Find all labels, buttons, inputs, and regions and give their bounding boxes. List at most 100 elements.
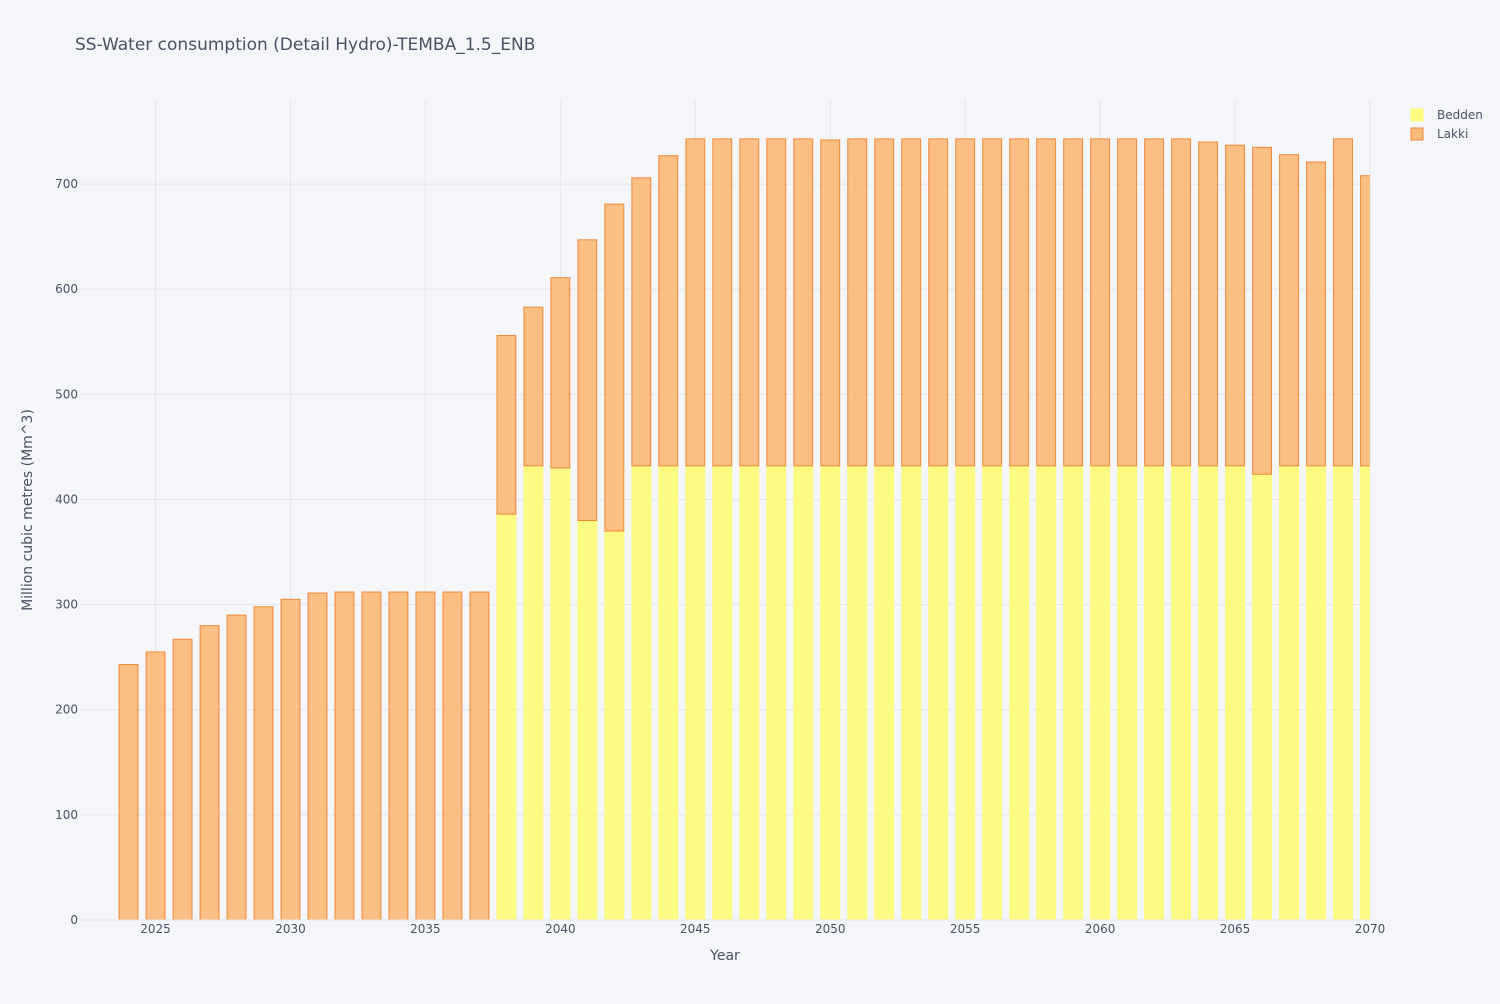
axis-layer: 2025 2030 2035 2040 2045 2050 2055 2060 2065 2070… (55, 177, 1385, 936)
y-tick-label: 500 (55, 387, 78, 401)
bar-lakki-2069 (1333, 138, 1353, 467)
bar-bedden-2069 (1333, 465, 1353, 920)
x-tick-label: 2055 (950, 922, 981, 936)
bar-lakki-2052 (874, 138, 895, 467)
y-tick-label: 100 (55, 808, 78, 822)
legend-label-lakki: Lakki (1437, 127, 1468, 141)
bar-bedden-2059 (1063, 465, 1084, 920)
bar-lakki-2031 (307, 592, 328, 920)
bar-lakki-2061 (1117, 138, 1138, 467)
bar-bedden-2055 (955, 465, 976, 920)
bar-lakki-2065 (1225, 144, 1246, 467)
x-tick-label: 2065 (1220, 922, 1251, 936)
x-tick-label: 2035 (410, 922, 441, 936)
bar-lakki-2026 (172, 638, 193, 920)
bar-lakki-2046 (712, 138, 733, 467)
bar-bedden-2064 (1198, 465, 1219, 920)
y-tick-label: 0 (70, 913, 78, 927)
bar-bedden-2050 (820, 465, 841, 920)
bar-bedden-2053 (901, 465, 922, 920)
bar-lakki-2027 (199, 625, 220, 920)
bar-bedden-2043 (631, 465, 652, 920)
bar-lakki-2033 (361, 591, 382, 920)
bar-bedden-2040 (550, 467, 571, 920)
bar-lakki-2035 (415, 591, 436, 920)
legend-swatch-lakki (1410, 127, 1424, 141)
bar-bedden-2056 (982, 465, 1003, 920)
bar-lakki-2058 (1036, 138, 1057, 467)
bar-lakki-2036 (442, 591, 463, 920)
y-tick-label: 700 (55, 177, 78, 191)
bar-bedden-2067 (1279, 465, 1299, 920)
bar-lakki-2050 (820, 139, 841, 467)
bar-lakki-2044 (658, 155, 679, 467)
bar-bedden-2066 (1252, 473, 1272, 920)
bar-lakki-2059 (1063, 138, 1084, 467)
bar-bedden-2063 (1171, 465, 1192, 920)
bar-lakki-2040 (550, 277, 571, 469)
bar-lakki-2039 (523, 306, 544, 467)
bar-bedden-2060 (1090, 465, 1111, 920)
bar-lakki-2060 (1090, 138, 1111, 467)
x-tick-label: 2025 (140, 922, 171, 936)
bar-lakki-2054 (928, 138, 949, 467)
x-tick-label: 2045 (680, 922, 711, 936)
bars-layer (118, 138, 1370, 920)
bar-lakki-2028 (226, 614, 247, 920)
bar-lakki-2048 (766, 138, 787, 467)
legend-swatch-bedden (1410, 108, 1424, 122)
bar-lakki-2070 (1360, 175, 1370, 467)
bar-bedden-2046 (712, 465, 733, 920)
bar-bedden-2051 (847, 465, 868, 920)
x-tick-label: 2040 (545, 922, 576, 936)
bar-bedden-2058 (1036, 465, 1057, 920)
x-axis-title: Year (709, 948, 740, 964)
bar-lakki-2067 (1279, 154, 1299, 467)
bar-lakki-2049 (793, 138, 814, 467)
bar-lakki-2056 (982, 138, 1003, 467)
bar-bedden-2070 (1360, 465, 1370, 920)
x-tick-label: 2030 (275, 922, 306, 936)
bar-bedden-2045 (685, 465, 706, 920)
bar-lakki-2024 (118, 664, 139, 920)
y-tick-label: 300 (55, 598, 78, 612)
bar-lakki-2037 (469, 591, 490, 920)
bar-lakki-2025 (145, 651, 166, 920)
bar-lakki-2062 (1144, 138, 1165, 467)
bar-bedden-2054 (928, 465, 949, 920)
y-axis-title: Million cubic metres (Mm^3) (20, 409, 36, 611)
bar-lakki-2063 (1171, 138, 1192, 467)
bar-lakki-2042 (604, 203, 625, 532)
bar-lakki-2029 (253, 606, 274, 920)
bar-bedden-2048 (766, 465, 787, 920)
bar-lakki-2047 (739, 138, 760, 467)
bar-bedden-2068 (1306, 465, 1326, 920)
y-tick-label: 400 (55, 492, 78, 506)
bar-lakki-2053 (901, 138, 922, 467)
bar-bedden-2042 (604, 530, 625, 920)
bar-bedden-2041 (577, 520, 598, 920)
legend-label-bedden: Bedden (1437, 108, 1483, 122)
bar-bedden-2044 (658, 465, 679, 920)
bar-bedden-2038 (496, 513, 517, 920)
bar-lakki-2038 (496, 334, 517, 515)
bar-bedden-2065 (1225, 465, 1246, 920)
bar-bedden-2061 (1117, 465, 1138, 920)
x-tick-label: 2070 (1355, 922, 1386, 936)
bar-lakki-2068 (1306, 161, 1326, 467)
bar-lakki-2066 (1252, 146, 1272, 475)
chart-title: SS-Water consumption (Detail Hydro)-TEMB… (75, 35, 535, 55)
bar-bedden-2047 (739, 465, 760, 920)
y-tick-label: 200 (55, 703, 78, 717)
bar-lakki-2043 (631, 177, 652, 467)
y-tick-label: 600 (55, 282, 78, 296)
bar-lakki-2055 (955, 138, 976, 467)
x-tick-label: 2060 (1085, 922, 1116, 936)
bar-lakki-2051 (847, 138, 868, 467)
bar-bedden-2049 (793, 465, 814, 920)
x-tick-label: 2050 (815, 922, 846, 936)
bar-lakki-2041 (577, 239, 598, 522)
bar-bedden-2039 (523, 465, 544, 920)
